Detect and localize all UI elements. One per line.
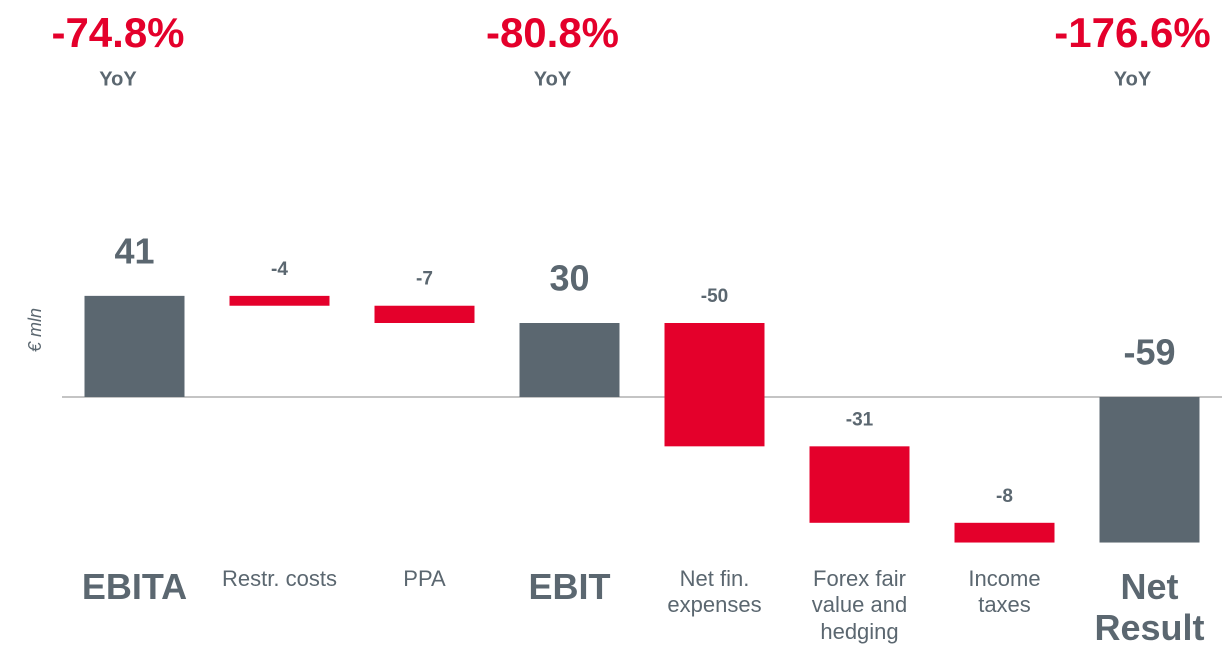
category-label: Forex fair value and hedging [811, 566, 908, 644]
annotation: -74.8% [51, 9, 184, 56]
category-label: EBIT [528, 566, 611, 607]
value-label: -8 [996, 486, 1013, 507]
delta-bar [374, 305, 475, 323]
category-label: Net fin. expenses [667, 566, 762, 618]
value-label: -4 [271, 259, 288, 280]
delta-bar [229, 295, 330, 306]
total-bar [519, 323, 620, 397]
total-bar [1099, 397, 1200, 543]
annotation-sub: YoY [1114, 68, 1152, 90]
category-label: PPA [403, 566, 446, 591]
total-bar [84, 295, 185, 397]
value-label: -31 [846, 409, 874, 430]
category-label: EBITA [81, 566, 188, 607]
category-label: Net Result [1094, 566, 1205, 649]
category-label: Income taxes [968, 566, 1041, 618]
category-label: Restr. costs [222, 566, 337, 591]
annotation: -80.8% [486, 9, 619, 56]
value-label: -7 [416, 269, 433, 290]
value-label: -59 [1123, 332, 1175, 373]
delta-bar [664, 323, 765, 447]
delta-bar [954, 522, 1055, 543]
value-label: 41 [114, 230, 154, 271]
value-label: 30 [549, 258, 589, 299]
annotation: -176.6% [1054, 9, 1210, 56]
delta-bar [809, 446, 910, 523]
value-label: -50 [701, 286, 728, 307]
y-axis-label: € mln [25, 308, 45, 352]
annotation-sub: YoY [534, 68, 572, 90]
annotation-sub: YoY [99, 68, 137, 90]
